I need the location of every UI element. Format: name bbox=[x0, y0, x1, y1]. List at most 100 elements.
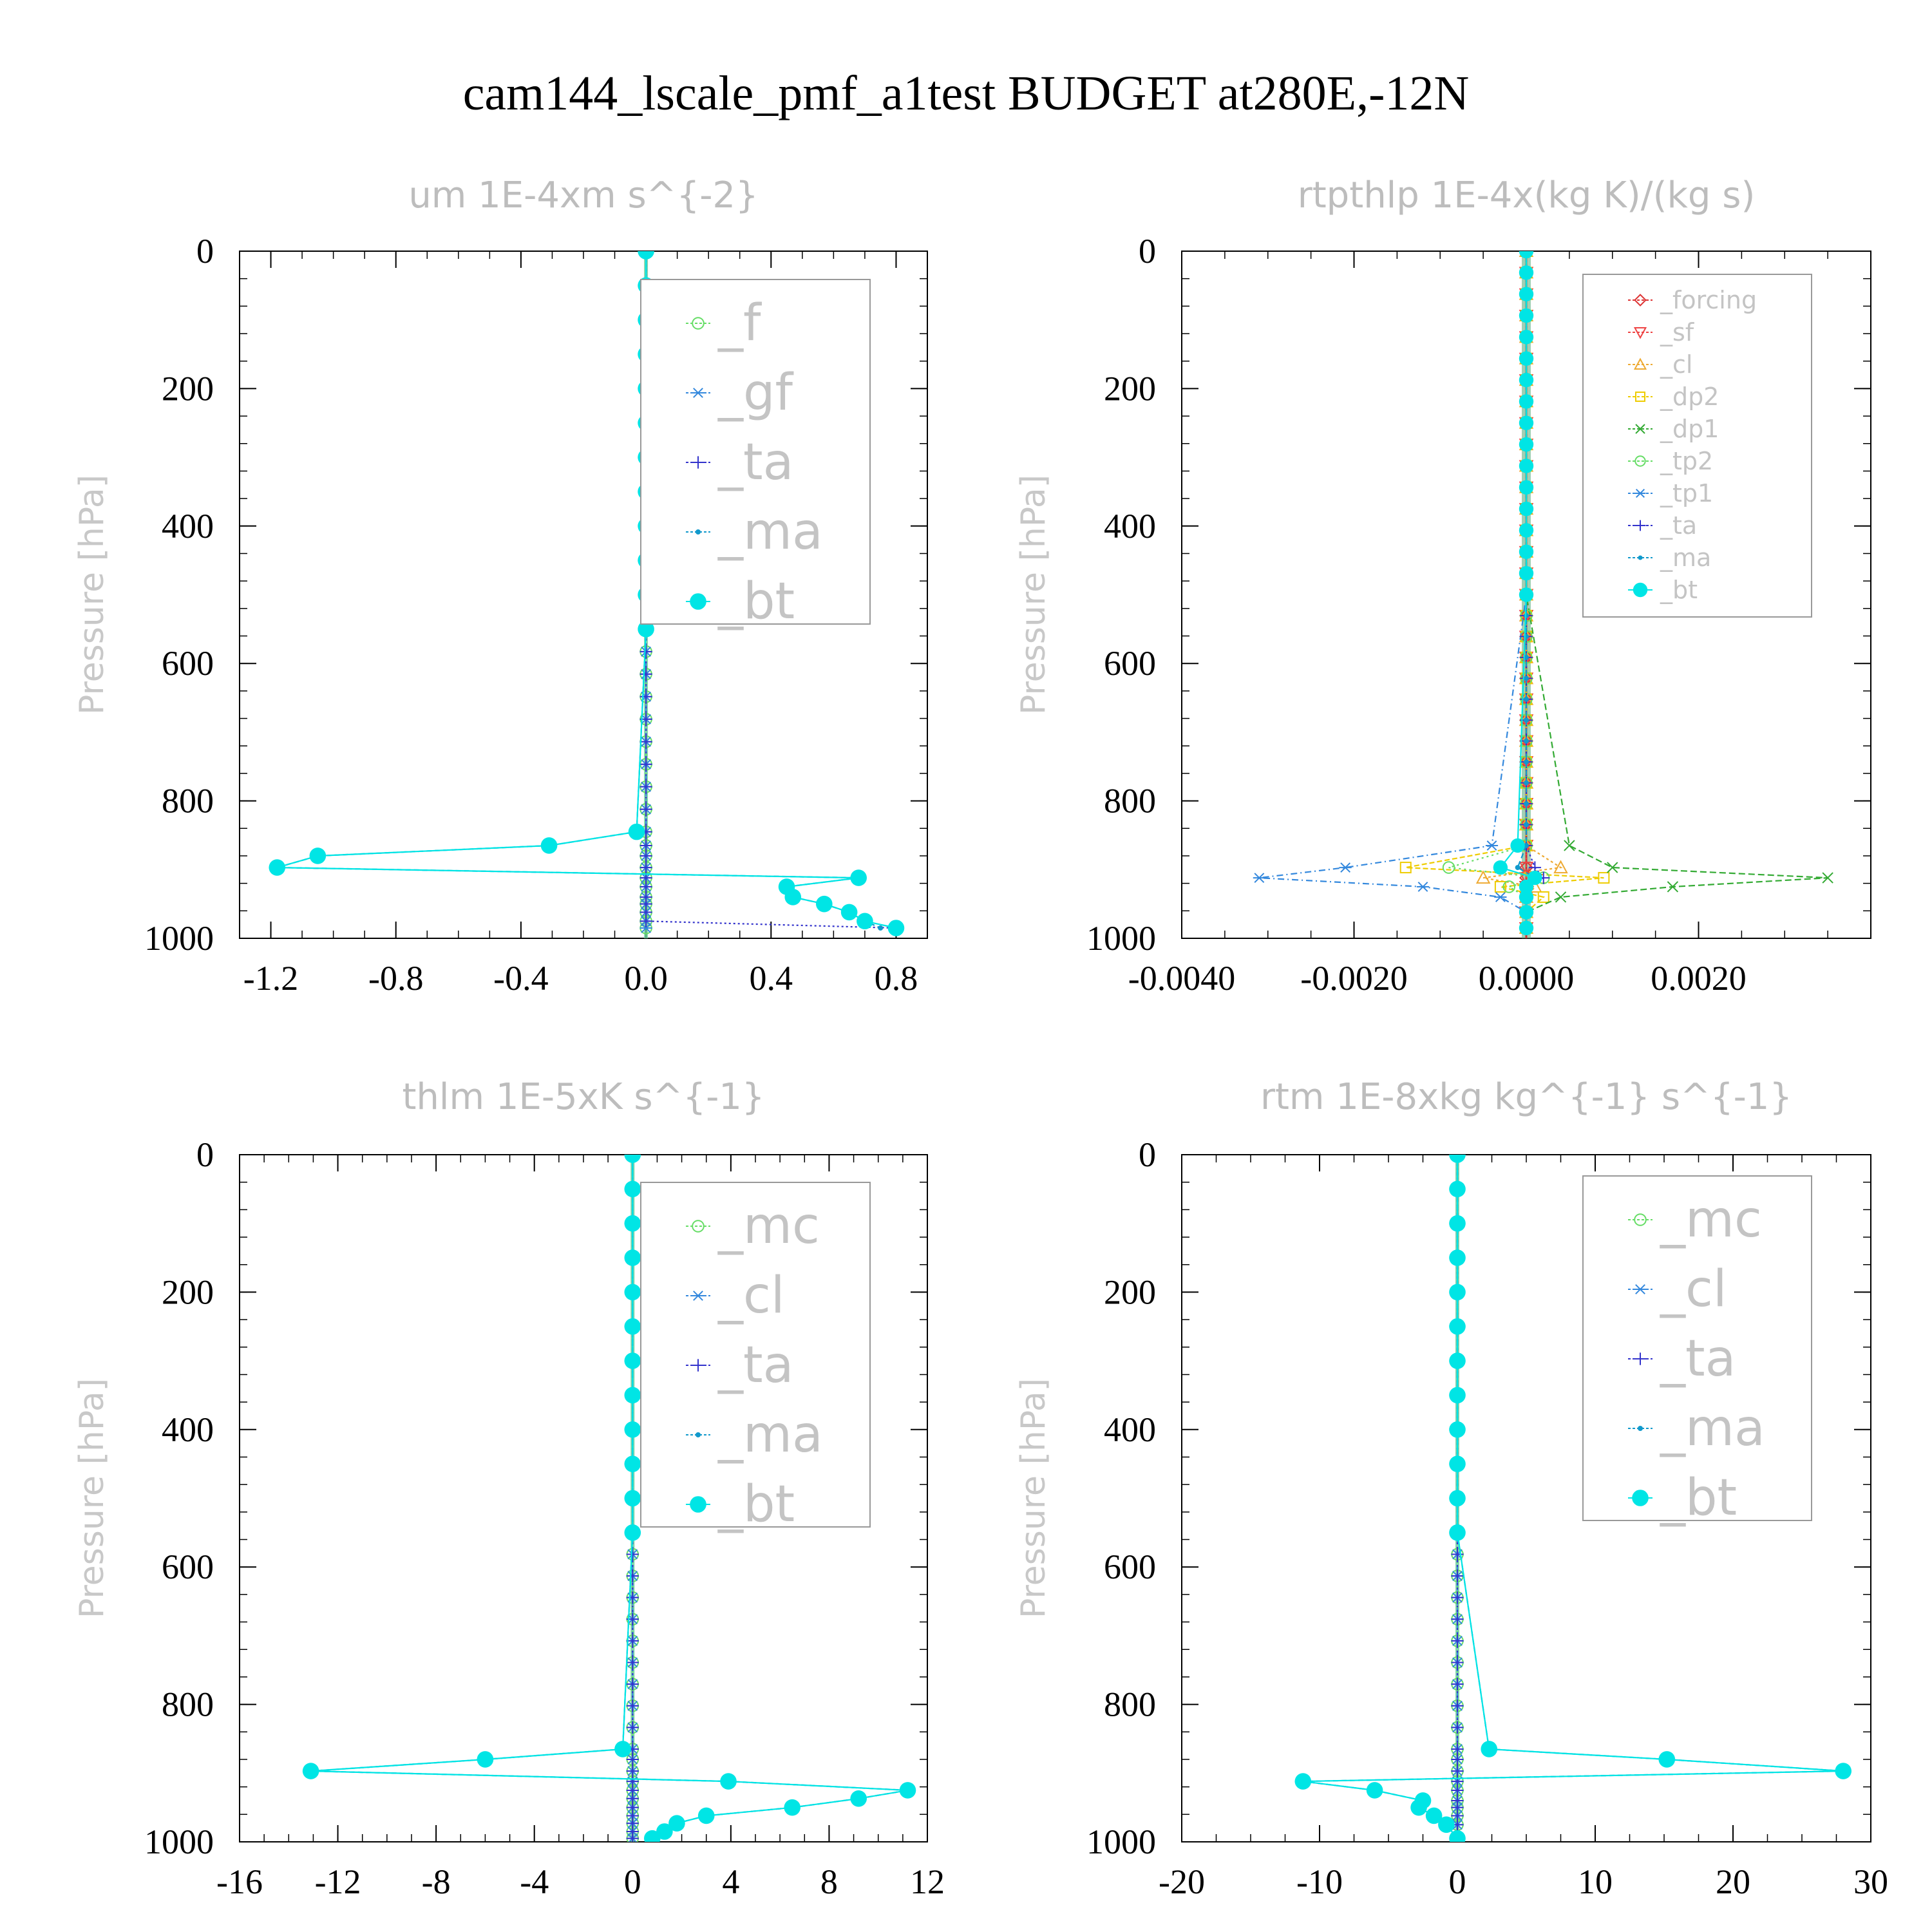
data-point bbox=[1449, 1283, 1466, 1301]
legend-box bbox=[1582, 1175, 1812, 1521]
x-tick-label: -0.4 bbox=[493, 959, 548, 998]
y-tick-label: 600 bbox=[162, 644, 214, 683]
data-point bbox=[1822, 872, 1833, 884]
data-point bbox=[1524, 759, 1529, 765]
data-point bbox=[1519, 265, 1534, 280]
data-point bbox=[1451, 1634, 1464, 1647]
data-point bbox=[697, 1807, 715, 1824]
data-point bbox=[1510, 838, 1525, 853]
data-point bbox=[626, 1678, 639, 1690]
data-point bbox=[1607, 862, 1618, 873]
legend: _f _gf _ta _ma _bt bbox=[640, 279, 871, 630]
legend-swatch-marker bbox=[1633, 582, 1648, 598]
data-point bbox=[1451, 1784, 1464, 1797]
panel-title: um 1E-4xm s^{-2} bbox=[408, 175, 758, 216]
panel-title: rtpthlp 1E-4x(kg K)/(kg s) bbox=[1298, 175, 1756, 216]
x-tick-label: 0.0000 bbox=[1479, 959, 1575, 998]
chart-panel-2: rtpthlp 1E-4x(kg K)/(kg s) Pressure [hPa]… bbox=[1014, 175, 1871, 998]
data-point bbox=[1519, 480, 1534, 495]
legend-swatch-marker bbox=[1634, 1284, 1647, 1294]
data-point bbox=[1519, 330, 1534, 345]
legend-swatch-marker bbox=[690, 593, 706, 610]
x-tick-label: 20 bbox=[1716, 1862, 1750, 1901]
data-point bbox=[626, 1700, 639, 1712]
data-point bbox=[1449, 1180, 1466, 1198]
legend: _mc _cl _ta _ma _bt bbox=[1582, 1175, 1812, 1527]
legend-swatch-marker bbox=[1634, 455, 1646, 467]
data-point bbox=[1524, 738, 1529, 744]
plot-area bbox=[302, 1155, 916, 1842]
data-point bbox=[624, 1490, 641, 1507]
data-point bbox=[1519, 415, 1534, 430]
x-tick-label: 30 bbox=[1853, 1862, 1888, 1901]
y-tick-label: 400 bbox=[1104, 507, 1156, 545]
y-tick-label: 0 bbox=[196, 1135, 214, 1174]
y-tick-label: 1000 bbox=[144, 919, 214, 958]
legend-swatch-marker bbox=[692, 317, 705, 330]
legend-entry-label: _ta bbox=[1660, 1330, 1736, 1388]
data-point bbox=[540, 837, 558, 854]
legend: _mc _cl _ta _ma _bt bbox=[640, 1182, 871, 1533]
data-point bbox=[1835, 1763, 1852, 1779]
data-point bbox=[639, 758, 652, 771]
data-point bbox=[1524, 717, 1529, 723]
data-point bbox=[1449, 1830, 1466, 1842]
data-point bbox=[1253, 873, 1265, 884]
data-point bbox=[639, 861, 652, 874]
data-point bbox=[639, 849, 652, 862]
data-point bbox=[638, 621, 654, 638]
data-point bbox=[840, 904, 858, 921]
legend-swatch-marker bbox=[696, 529, 701, 535]
legend-entry-label: _bt bbox=[717, 1475, 795, 1533]
plot-area bbox=[1294, 1155, 1852, 1842]
series-dp2 bbox=[1399, 251, 1610, 934]
data-point bbox=[1451, 1721, 1464, 1734]
data-point bbox=[1449, 1455, 1466, 1472]
data-point bbox=[1449, 1215, 1466, 1232]
legend-entry-label: _ma bbox=[1660, 1399, 1765, 1457]
legend-entry-label: _f bbox=[717, 294, 762, 352]
data-point bbox=[1658, 1751, 1676, 1768]
data-point bbox=[302, 1763, 319, 1779]
data-point bbox=[1493, 860, 1508, 875]
data-point bbox=[1339, 862, 1352, 873]
legend-entry-label: _bt bbox=[1660, 576, 1698, 604]
data-point bbox=[624, 1318, 641, 1335]
y-tick-label: 400 bbox=[162, 1410, 214, 1449]
panel-title: rtm 1E-8xkg kg^{-1} s^{-1} bbox=[1260, 1076, 1792, 1118]
legend-swatch-marker bbox=[692, 388, 705, 398]
data-point bbox=[1485, 840, 1499, 851]
legend-entry-label: _dp1 bbox=[1660, 415, 1719, 443]
data-point bbox=[1519, 501, 1534, 516]
data-point bbox=[1449, 1387, 1466, 1404]
data-point bbox=[639, 839, 652, 852]
data-point bbox=[624, 1180, 641, 1198]
data-point bbox=[1519, 920, 1534, 936]
data-point bbox=[1449, 1490, 1466, 1507]
data-point bbox=[1494, 880, 1506, 893]
x-tick-label: 12 bbox=[910, 1862, 945, 1901]
data-point bbox=[477, 1751, 494, 1768]
data-point bbox=[1555, 891, 1567, 903]
data-point bbox=[626, 1656, 639, 1669]
data-point bbox=[1451, 1765, 1464, 1777]
data-point bbox=[1528, 870, 1542, 886]
data-point bbox=[1519, 394, 1534, 409]
legend-swatch-marker bbox=[692, 1220, 705, 1233]
data-point bbox=[1553, 860, 1568, 874]
legend-swatch-marker bbox=[696, 1432, 701, 1437]
legend-swatch-marker bbox=[1634, 1213, 1647, 1226]
data-point bbox=[887, 920, 905, 936]
legend-swatch-marker bbox=[1633, 357, 1647, 370]
legend-swatch-marker bbox=[1634, 294, 1647, 307]
plot-area bbox=[1253, 251, 1833, 938]
data-point bbox=[1438, 1816, 1455, 1833]
data-point bbox=[1519, 459, 1534, 473]
data-point bbox=[269, 859, 286, 876]
data-point bbox=[850, 1790, 867, 1807]
y-tick-label: 0 bbox=[196, 232, 214, 270]
data-point bbox=[1366, 1782, 1383, 1799]
data-point bbox=[1451, 1753, 1464, 1766]
legend-entry-label: _bt bbox=[1660, 1469, 1737, 1527]
data-point bbox=[1519, 287, 1534, 301]
